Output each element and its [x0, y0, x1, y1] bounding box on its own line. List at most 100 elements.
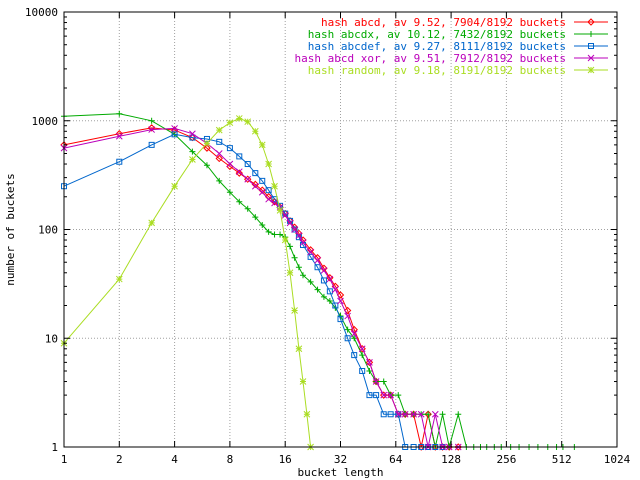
legend-label: hash abcdx, av 10.12, 7432/8192 buckets	[308, 28, 566, 41]
series-3	[61, 131, 446, 450]
data-point	[286, 219, 294, 227]
series-5	[60, 115, 314, 451]
data-point	[216, 177, 223, 184]
series-1	[60, 124, 462, 451]
data-point	[235, 115, 243, 122]
data-point	[271, 182, 278, 190]
series-layer	[60, 110, 578, 451]
data-point	[115, 275, 123, 283]
data-point	[300, 272, 307, 279]
data-point	[303, 410, 311, 418]
data-point	[344, 335, 351, 342]
x-tick-label: 2	[116, 453, 123, 466]
data-point	[395, 392, 402, 399]
data-point	[380, 378, 387, 385]
data-point	[236, 153, 243, 160]
data-point	[454, 443, 462, 451]
grid-lines	[64, 12, 617, 447]
data-point	[235, 168, 243, 176]
data-point	[116, 110, 123, 117]
data-point	[410, 410, 417, 418]
data-point	[366, 392, 373, 399]
data-point	[243, 175, 252, 183]
data-point	[251, 127, 259, 135]
data-point	[380, 411, 387, 418]
data-point	[171, 125, 178, 132]
data-point	[344, 326, 351, 333]
data-point	[366, 367, 373, 374]
data-point	[265, 195, 272, 203]
data-point	[244, 161, 251, 168]
data-point	[265, 160, 272, 168]
legend-label: hash abcdef, av 9.27, 8111/8192 buckets	[308, 40, 566, 53]
y-axis: 1 10 100 1000 10000	[25, 6, 617, 454]
y-tick-label: 10000	[25, 6, 58, 19]
data-point	[189, 156, 196, 163]
x-tick-label: 16	[279, 453, 292, 466]
data-point	[171, 182, 178, 190]
data-point	[276, 203, 284, 211]
data-point	[373, 392, 380, 399]
data-point	[295, 345, 303, 353]
data-point	[216, 138, 223, 145]
x-tick-label: 256	[496, 453, 516, 466]
data-point	[425, 411, 432, 418]
x-tick-label: 1024	[604, 453, 631, 466]
y-axis-label: number of buckets	[4, 173, 17, 286]
data-point	[401, 410, 409, 418]
data-point	[251, 180, 260, 189]
data-point	[286, 269, 294, 277]
data-point	[455, 411, 462, 418]
data-point	[337, 297, 344, 305]
legend-label: hash abcd, av 9.52, 7904/8192 buckets	[321, 16, 566, 29]
data-point	[244, 118, 252, 126]
data-point	[326, 275, 334, 283]
data-point	[251, 182, 259, 190]
data-point	[203, 144, 211, 152]
data-point	[588, 31, 594, 37]
x-tick-label: 1	[61, 453, 68, 466]
data-point	[258, 188, 266, 196]
data-point	[380, 391, 388, 399]
data-point	[359, 367, 366, 374]
data-point	[326, 298, 333, 305]
data-point	[291, 254, 298, 261]
data-point	[215, 150, 223, 157]
data-point	[299, 239, 307, 246]
data-point	[332, 302, 339, 309]
y-tick-label: 10	[45, 332, 58, 345]
data-point	[431, 410, 439, 418]
data-point	[336, 291, 345, 299]
data-point	[259, 177, 266, 184]
data-point	[351, 352, 358, 359]
x-tick-label: 512	[552, 453, 572, 466]
data-point	[358, 345, 366, 353]
data-point	[116, 158, 123, 165]
series-2	[61, 110, 578, 450]
data-point	[320, 277, 327, 284]
data-point	[587, 54, 595, 62]
data-point	[331, 286, 339, 293]
data-point	[244, 205, 251, 212]
series-line	[63, 113, 575, 448]
data-point	[587, 18, 595, 26]
data-point	[291, 226, 298, 233]
legend-label: hash random, av 9.18, 8191/8192 buckets	[308, 64, 566, 77]
x-tick-label: 32	[334, 453, 347, 466]
data-point	[189, 134, 196, 141]
data-point	[295, 232, 303, 239]
data-point	[344, 312, 352, 320]
data-point	[252, 214, 259, 221]
data-point	[291, 226, 298, 233]
data-point	[226, 189, 233, 196]
data-point	[189, 130, 196, 138]
data-point	[372, 377, 380, 386]
series-line	[63, 133, 443, 448]
data-point	[281, 211, 289, 219]
legend-label: hash abcd xor, av 9.51, 7912/8192 bucket…	[294, 52, 566, 65]
data-point	[203, 139, 211, 147]
data-point	[387, 411, 394, 418]
data-point	[236, 198, 243, 205]
data-point	[394, 410, 402, 418]
